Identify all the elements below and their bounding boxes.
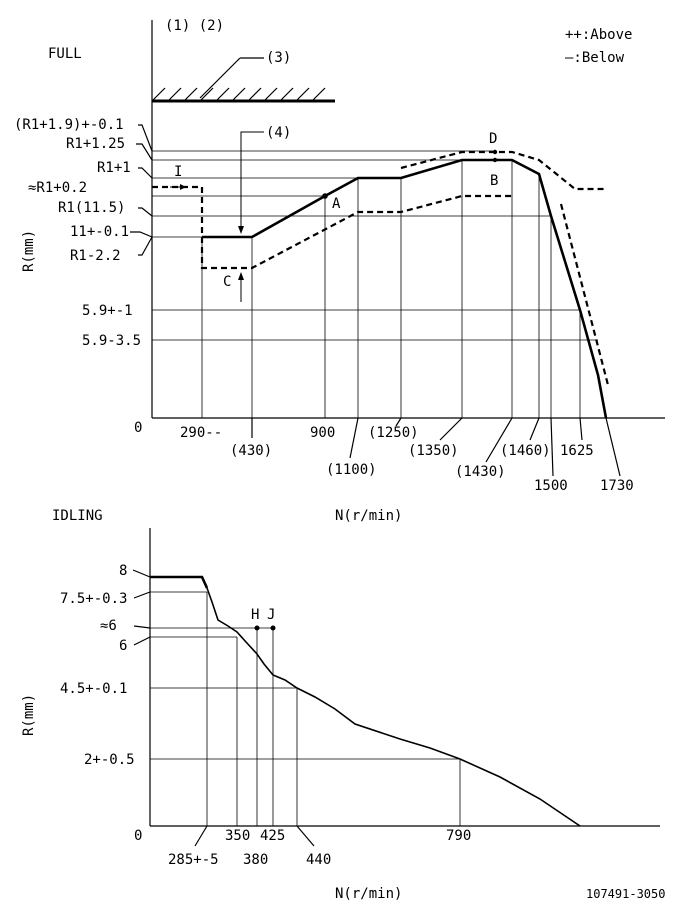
full-x-tick-label: 900: [310, 425, 335, 441]
full-chart: FULL (1) (2) (3) 0: [14, 18, 665, 524]
idling-y-tick-labels: 8 7.5+-0.3 ≈6 6 4.5+-0.1 2+-0.5: [60, 563, 135, 768]
full-y-tick-label: ≈R1+0.2: [28, 180, 87, 196]
full-y-tick-label: (R1+1.9)+-0.1: [14, 117, 124, 133]
stopper-hatch: [151, 57, 335, 103]
full-x-label-leaders: [251, 417, 621, 477]
ref-4: (4): [266, 125, 291, 141]
idling-y-axis-label: R(mm): [21, 694, 37, 736]
point-i-arrow: [170, 184, 186, 190]
idling-x-tick-label: 350: [225, 828, 250, 844]
idling-y-tick-label: 4.5+-0.1: [60, 681, 127, 697]
ref-3: (3): [266, 50, 291, 66]
full-x-tick-label: (1250): [368, 425, 419, 441]
full-curve-solid: [202, 158, 608, 419]
drawing-number: 107491-3050: [586, 887, 665, 901]
full-v-gridlines: [201, 160, 581, 418]
idling-y-tick-label: 7.5+-0.3: [60, 591, 127, 607]
idling-v-gridlines: [206, 592, 461, 826]
idling-x-tick-label: 790: [446, 828, 471, 844]
full-x-tick-label: (1430): [455, 464, 506, 480]
full-y-tick-label: 5.9+-1: [82, 303, 133, 319]
idling-x-tick-label: 285+-5: [168, 852, 219, 868]
idling-y-tick-label: 2+-0.5: [84, 752, 135, 768]
full-x-tick-label: 1500: [534, 478, 568, 494]
idling-chart: IDLING 0 H J: [21, 508, 660, 902]
point-j-dot: [270, 625, 276, 631]
full-y-tick-label: R1+1: [97, 160, 131, 176]
idling-curve: [206, 587, 581, 827]
full-x-tick-label: (1100): [326, 462, 377, 478]
idling-y-tick-label: ≈6: [100, 618, 117, 634]
idling-h-gridlines: [150, 591, 460, 760]
idling-x-tick-label: 425: [260, 828, 285, 844]
idling-x-tick-label: 380: [243, 852, 268, 868]
idling-curve-top: [150, 575, 209, 589]
full-y-tick-label: R1+1.25: [66, 136, 125, 152]
full-h-gridlines: [152, 150, 598, 341]
point-h-dot: [254, 625, 260, 631]
idling-origin: 0: [134, 828, 142, 844]
point-b-label: B: [490, 173, 498, 189]
full-y-axis-label: R(mm): [21, 230, 37, 272]
full-y-tick-label: 11+-0.1: [70, 224, 129, 240]
point-d-dot: [492, 149, 498, 155]
point-b-dot: [492, 157, 498, 163]
idling-label-leaders: [132, 569, 151, 646]
full-x-axis-label: N(r/min): [335, 508, 402, 524]
point-d-label: D: [489, 131, 497, 147]
idling-x-axis-label: N(r/min): [335, 886, 402, 902]
full-x-tick-label: (1460): [500, 443, 551, 459]
full-y-tick-label: R1(11.5): [58, 200, 125, 216]
full-y-tick-label: 5.9-3.5: [82, 333, 141, 349]
idling-y-tick-label: 6: [119, 638, 127, 654]
full-x-tick-label: (1350): [408, 443, 459, 459]
full-title: FULL: [48, 46, 82, 62]
full-curve-dashed-upper: [400, 150, 606, 191]
ref-1-2: (1) (2): [165, 18, 224, 34]
point-j-label: J: [267, 607, 275, 623]
point-a-dot: [322, 193, 328, 199]
idling-title: IDLING: [52, 508, 103, 524]
idling-y-tick-label: 8: [119, 563, 127, 579]
idling-x-tick-labels: 285+-5 350 380 425 440 790: [168, 828, 471, 868]
full-label-leaders: [130, 124, 153, 256]
full-origin: 0: [134, 420, 142, 436]
ref-4-arrows: [238, 131, 264, 302]
full-curve-dashed-drop: [559, 203, 610, 386]
point-c-label: C: [223, 274, 231, 290]
full-x-tick-label: 290--: [180, 425, 222, 441]
point-h-label: H: [251, 607, 259, 623]
full-y-tick-labels: (R1+1.9)+-0.1 R1+1.25 R1+1 ≈R1+0.2 R1(11…: [14, 117, 141, 349]
full-y-tick-label: R1-2.2: [70, 248, 121, 264]
point-a-label: A: [332, 196, 341, 212]
full-x-tick-label: (430): [230, 443, 272, 459]
legend-below: —:Below: [565, 50, 625, 66]
idling-x-label-leaders: [194, 825, 315, 847]
full-curve-dashed-lower: [152, 185, 512, 270]
point-i-label: I: [174, 164, 182, 180]
full-x-tick-label: 1730: [600, 478, 634, 494]
full-x-tick-labels: 290-- (430) 900 (1100) (1250) (1350) (14…: [180, 425, 634, 494]
full-x-tick-label: 1625: [560, 443, 594, 459]
idling-x-tick-label: 440: [306, 852, 331, 868]
legend-above: ++:Above: [565, 27, 632, 43]
